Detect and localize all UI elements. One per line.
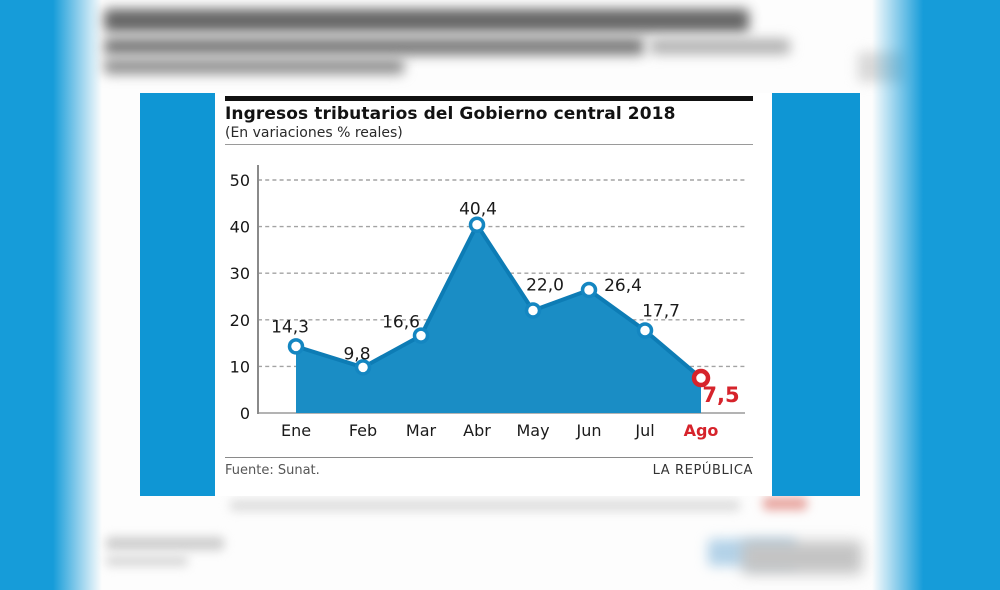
data-point — [287, 338, 305, 355]
value-label-highlight: 7,5 — [702, 383, 739, 407]
value-label: 26,4 — [604, 276, 642, 296]
x-tick-label: May — [516, 421, 549, 440]
blurred-headline-line-2 — [104, 38, 644, 55]
area-chart-svg: 0 10 20 30 40 50 14,3 9,8 16,6 40,4 22,0 26,417,7 7,… — [230, 165, 745, 440]
data-point — [412, 327, 430, 344]
publisher-credit: LA REPÚBLICA — [652, 463, 753, 478]
area-chart: 0 10 20 30 40 50 14,3 9,8 16,6 40,4 22,0 26,4 17,7 7,… — [225, 152, 753, 457]
left-blue-edge-bar — [0, 0, 102, 590]
x-tick-label: Mar — [406, 421, 437, 440]
blurred-bottom-left-text-1 — [106, 537, 224, 550]
data-point — [636, 322, 654, 339]
data-point-highlight — [691, 368, 711, 388]
value-label: 17,7 — [642, 302, 680, 322]
card-footer: Fuente: Sunat. LA REPÚBLICA — [225, 463, 753, 478]
value-label: 14,3 — [271, 317, 309, 337]
data-point — [580, 281, 598, 299]
y-tick-label: 20 — [230, 311, 250, 330]
x-tick-label: Jun — [576, 421, 602, 440]
right-blue-edge-bar — [872, 0, 1000, 590]
y-tick-label: 0 — [240, 404, 250, 423]
x-tick-label: Jul — [634, 421, 654, 440]
x-tick-label-highlight: Ago — [684, 421, 719, 440]
y-tick-label: 30 — [230, 264, 250, 283]
value-label: 9,8 — [343, 344, 370, 364]
x-tick-label: Ene — [281, 421, 311, 440]
infographic-card: Ingresos tributarios del Gobierno centra… — [215, 93, 772, 496]
header-divider — [225, 144, 753, 145]
blurred-headline-line-1 — [104, 9, 749, 32]
source-credit: Fuente: Sunat. — [225, 463, 320, 478]
title-top-rule — [225, 96, 753, 101]
x-tick-label: Abr — [463, 421, 491, 440]
y-tick-label: 50 — [230, 171, 250, 190]
blurred-red-text-fragment — [763, 497, 807, 510]
blurred-headline-line-2b — [650, 39, 790, 54]
data-point — [354, 359, 372, 376]
x-tick-label: Feb — [349, 421, 377, 440]
data-point — [524, 302, 542, 319]
footer-divider — [225, 457, 753, 458]
trend-line — [295, 222, 703, 380]
chart-subtitle: (En variaciones % reales) — [225, 125, 403, 141]
blurred-text-ghost-row — [230, 500, 740, 511]
y-tick-label: 10 — [230, 357, 250, 376]
chart-title: Ingresos tributarios del Gobierno centra… — [225, 104, 676, 124]
value-label: 22,0 — [526, 275, 564, 295]
blurred-headline-line-3 — [104, 59, 404, 74]
blurred-bottom-right-gray-block — [742, 541, 862, 574]
area-fill — [296, 224, 701, 413]
data-point — [468, 216, 486, 233]
y-tick-label: 40 — [230, 218, 250, 237]
blurred-bottom-left-text-2 — [106, 556, 188, 566]
value-label: 40,4 — [459, 200, 497, 220]
value-label: 16,6 — [382, 313, 420, 333]
